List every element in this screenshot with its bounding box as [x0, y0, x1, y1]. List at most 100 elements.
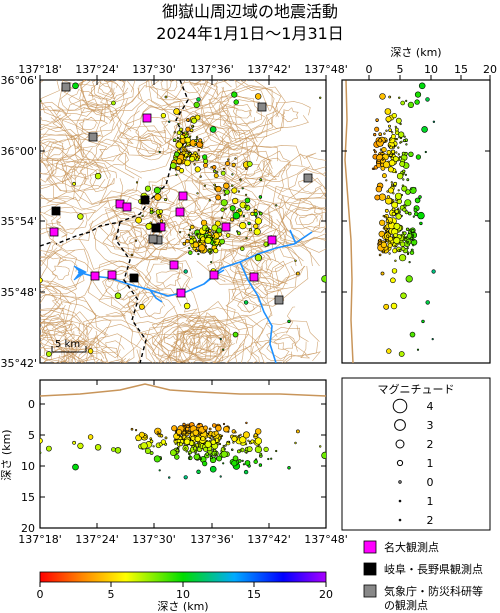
epicenter-marker — [231, 184, 234, 187]
contour-line — [177, 115, 223, 150]
hypocenter-marker-ns — [382, 161, 390, 169]
contour-line — [105, 269, 132, 292]
magnitude-legend-label: 4 — [427, 400, 434, 413]
hypocenter-marker-ns — [410, 229, 415, 233]
contour-line — [226, 287, 273, 330]
hypocenter-marker-ew — [239, 433, 242, 436]
epicenter-marker — [200, 219, 208, 226]
hypocenter-marker-ew — [247, 439, 250, 442]
epicenter-marker — [175, 141, 183, 149]
epicenter-marker — [192, 241, 199, 248]
hypocenter-marker-ew — [198, 441, 201, 445]
hypocenter-marker-ew — [181, 435, 184, 438]
map-axis-ticks: 137°18' 137°24' 137°30' 137°36' 137°42' 137°4… — [0, 63, 347, 370]
epicenter-marker — [179, 138, 182, 141]
epicenter-marker — [210, 261, 213, 264]
hypocenter-marker-ns — [386, 150, 392, 155]
river-line — [239, 261, 277, 363]
epicenter-marker — [160, 112, 166, 119]
epicenter-marker — [187, 233, 191, 237]
contour-line — [40, 117, 64, 155]
hypocenter-marker-ew — [209, 465, 217, 473]
station-legend-label-1: 名大観測点 — [384, 540, 439, 554]
station-legend-label-3: 気象庁・防災科研等 — [384, 584, 483, 598]
hypocenter-marker-ns — [394, 209, 399, 214]
contour-line — [59, 339, 90, 363]
hypocenter-marker-ew — [158, 469, 161, 472]
epicenter-marker — [182, 133, 186, 137]
hypocenter-marker-ns — [384, 108, 392, 115]
hypocenter-marker-ew — [237, 434, 240, 438]
epicenter-marker — [183, 269, 188, 274]
epicenter-marker — [253, 228, 261, 236]
epicenter-marker — [191, 117, 197, 124]
contour-line — [40, 241, 93, 304]
hypocenter-marker-ns — [374, 194, 381, 201]
hypocenter-marker-ns — [418, 195, 422, 199]
epicenter-marker — [215, 185, 222, 193]
contour-line — [105, 294, 136, 319]
epicenter-marker — [185, 126, 191, 132]
magnitude-legend-symbol — [395, 439, 405, 449]
epicenter-marker — [114, 292, 122, 299]
contour-line — [40, 294, 100, 363]
contour-line — [45, 280, 65, 330]
contour-line — [88, 80, 129, 103]
hypocenter-marker-ew — [183, 438, 191, 445]
epicenter-marker — [149, 207, 154, 212]
epicenter-marker — [192, 237, 197, 242]
epicenter-marker — [231, 162, 236, 167]
hypocenter-marker-ns — [379, 219, 386, 226]
river-line — [149, 289, 163, 303]
hypocenter-marker-ns — [401, 151, 406, 156]
hypocenter-marker-ew — [160, 439, 166, 445]
hypocenter-marker-ns — [431, 338, 434, 341]
hypocenter-marker-ns — [408, 261, 411, 264]
hypocenter-marker-ew — [254, 445, 262, 454]
hypocenter-marker-ew — [174, 442, 177, 445]
cross-lon-tick-label: 137°48' — [304, 533, 348, 546]
epicenter-marker — [245, 193, 248, 196]
map-lat-tick-label: 36°06' — [0, 74, 37, 87]
contour-line — [79, 80, 134, 111]
epicenter-marker — [232, 197, 239, 205]
hypocenter-marker-ns — [406, 240, 410, 243]
cross-depth-tick-label: 10 — [21, 460, 35, 473]
hypocenter-marker-ew — [176, 429, 182, 435]
epicenter-marker — [174, 151, 180, 158]
cross-section-frame — [39, 379, 327, 529]
contour-line — [60, 84, 102, 112]
epicenter-marker — [215, 194, 222, 201]
hypocenter-marker-ew — [267, 457, 270, 461]
hypocenter-marker-ew — [202, 461, 208, 467]
contour-line — [70, 319, 154, 363]
hypocenter-marker-ns — [398, 156, 402, 159]
colorbar-ticks: 0 5 10 15 20 — [37, 582, 333, 601]
epicenter-marker — [233, 99, 239, 105]
hypocenter-marker-ew — [153, 455, 161, 463]
station-legend: 名大観測点 岐阜・長野県観測点 気象庁・防災科研等 の観測点 — [363, 540, 483, 612]
epicenter-marker — [183, 148, 186, 151]
hypocenter-marker-ns — [380, 241, 388, 248]
hypocenter-marker-ns — [385, 116, 392, 123]
epicenter-marker — [222, 348, 225, 351]
contour-line — [132, 291, 176, 320]
epicenter-marker — [227, 158, 230, 161]
station-marker — [122, 202, 132, 212]
hypocenter-marker-ns — [403, 135, 406, 138]
epicenter-marker — [179, 168, 185, 174]
hypocenter-marker-ns — [379, 93, 386, 100]
hypocenter-marker-ns — [414, 197, 421, 204]
cross-section-ylabel: 深さ (km) — [0, 429, 13, 480]
hypocenter-marker-ew — [258, 445, 261, 448]
epicenter-marker — [222, 167, 226, 170]
contour-line — [92, 138, 129, 170]
hypocenter-marker-ew — [216, 455, 223, 462]
epicenter-marker — [194, 166, 201, 173]
hypocenter-marker-ns — [407, 101, 415, 108]
contour-line — [40, 318, 75, 346]
hypocenter-marker-ns — [376, 162, 381, 168]
contour-line — [70, 159, 135, 205]
contour-line — [48, 163, 98, 193]
epicenter-marker — [183, 156, 187, 161]
